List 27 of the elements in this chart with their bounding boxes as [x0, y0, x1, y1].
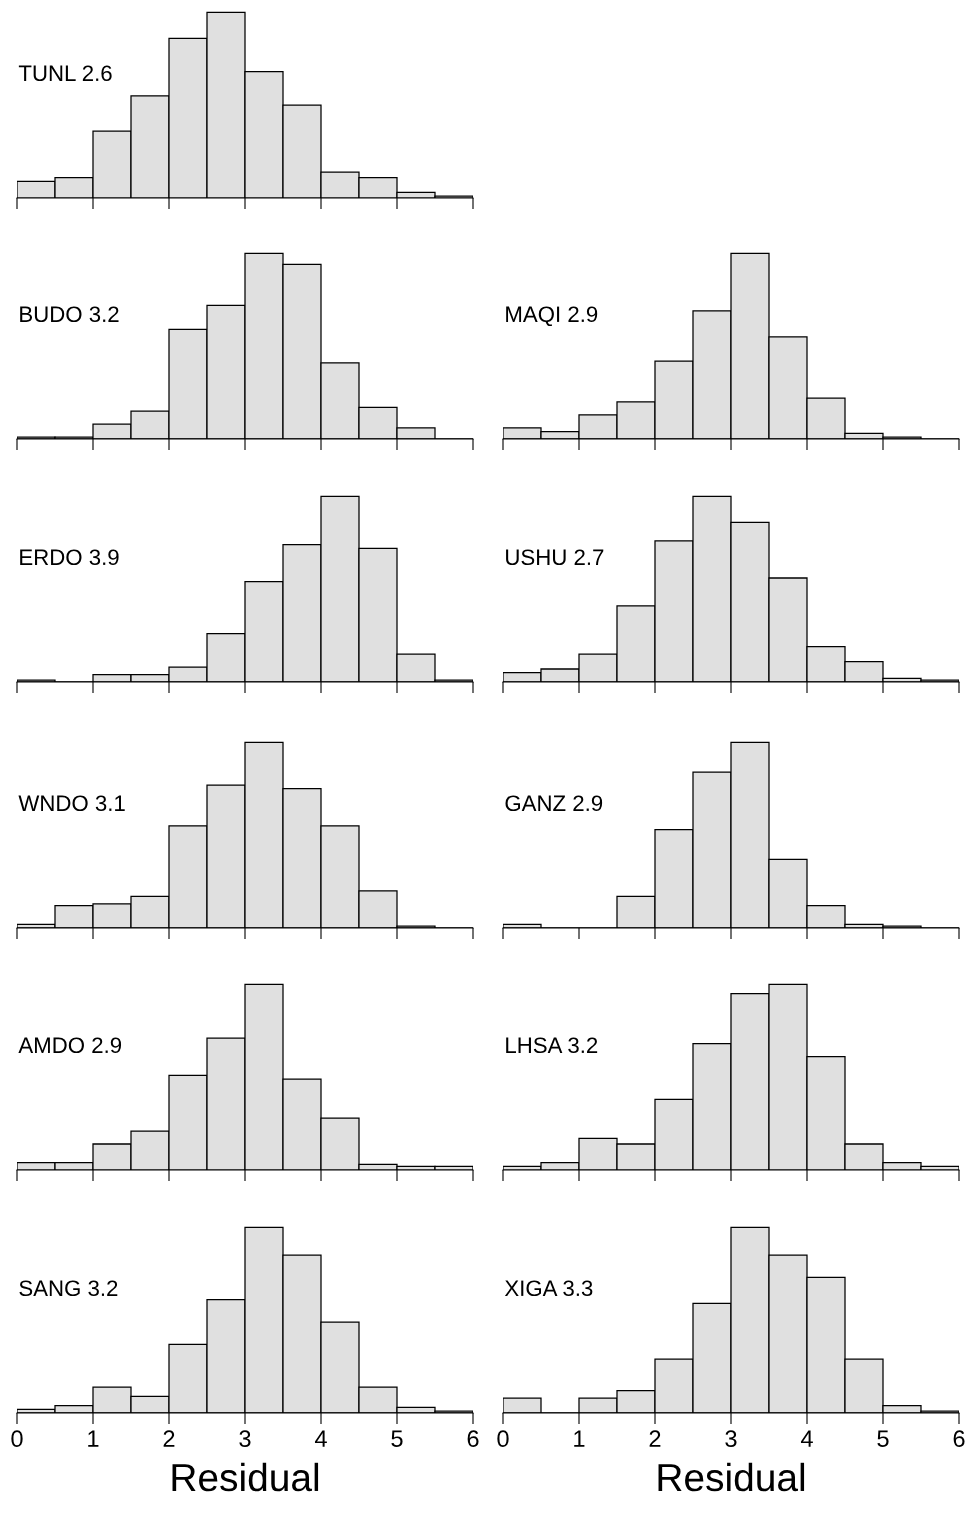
- text: SANG 3.2: [19, 1280, 118, 1297]
- x-tick-label: 5: [877, 1430, 889, 1448]
- x-tick-label: 0: [497, 1430, 509, 1448]
- text: LHSA 3.2: [506, 1037, 598, 1054]
- text: ERDO 3.9: [20, 549, 119, 566]
- text: AMDO 2.9: [18, 1037, 122, 1054]
- x-tick-label: 6: [953, 1430, 965, 1448]
- x-tick-label: 3: [725, 1430, 737, 1448]
- x-tick-label: 2: [163, 1430, 175, 1447]
- x-tick-label: 1: [574, 1430, 585, 1447]
- text: WNDO 3.1: [18, 795, 125, 812]
- x-tick-label: 4: [800, 1430, 813, 1447]
- x-axis-title: Residual: [172, 1462, 319, 1492]
- x-tick-label: 5: [391, 1430, 403, 1448]
- text: TUNL 2.6: [18, 65, 112, 82]
- text: MAQI 2.9: [506, 306, 598, 327]
- text: XIGA 3.3: [504, 1280, 593, 1297]
- x-tick-label: 4: [314, 1430, 327, 1447]
- x-tick-label: 1: [88, 1430, 99, 1447]
- x-tick-label: 0: [11, 1430, 23, 1448]
- text: USHU 2.7: [506, 549, 604, 566]
- text: BUDO 3.2: [20, 306, 119, 323]
- text: GANZ 2.9: [505, 795, 603, 812]
- x-tick-label: 3: [239, 1430, 251, 1448]
- x-axis-title: Residual: [658, 1462, 805, 1492]
- x-tick-label: 2: [649, 1430, 661, 1447]
- x-tick-label: 6: [467, 1430, 479, 1448]
